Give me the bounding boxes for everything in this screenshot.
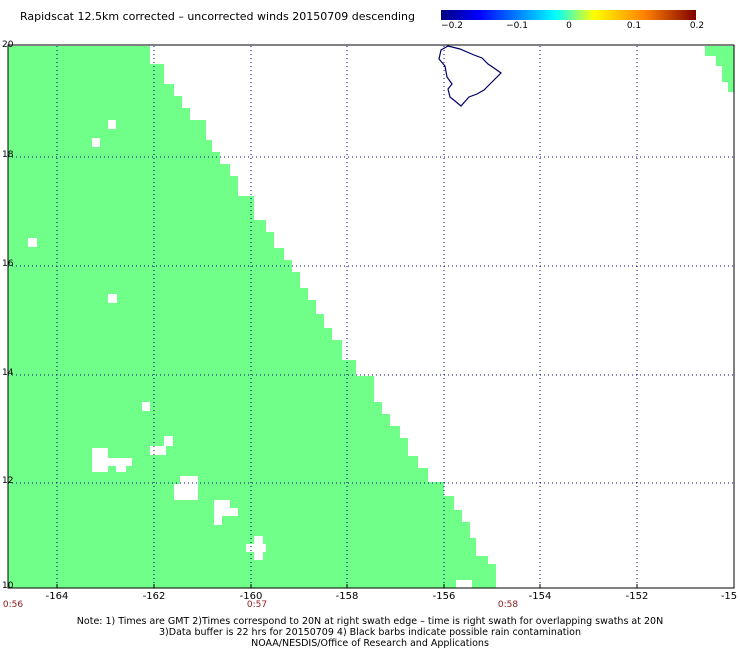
lon-label--158: -158 (335, 591, 359, 602)
missing-data-cell (142, 402, 150, 411)
note-line-1: Note: 1) Times are GMT 2)Times correspon… (76, 616, 664, 627)
colorbar-label-0.1: 0.1 (626, 21, 642, 31)
missing-data-cell (108, 120, 116, 129)
missing-data-cell (214, 516, 222, 525)
swath-region-northeast (705, 46, 734, 92)
colorbar (441, 10, 696, 20)
time-label-0: 0:56 (2, 600, 24, 610)
colorbar-label-minus-0.1: −0.1 (506, 21, 528, 31)
lon-label--162: -162 (142, 591, 166, 602)
swath-coverage (8, 46, 734, 588)
missing-data-cell (116, 464, 126, 472)
lon-label--160: -160 (239, 591, 263, 602)
lat-label-18: 18 (2, 150, 14, 160)
time-label-2: 0:58 (497, 600, 519, 610)
missing-data-cell (222, 508, 238, 516)
missing-data-cell (164, 436, 173, 446)
time-label-1: 0:57 (246, 600, 268, 610)
lon-label--150: -15 (720, 591, 738, 602)
lat-label-10: 10 (2, 581, 14, 591)
missing-data-cell (150, 446, 166, 455)
lon-label--152: -152 (625, 591, 649, 602)
missing-data-cell (92, 448, 108, 472)
missing-data-cell (174, 484, 198, 500)
map-title: Rapidscat 12.5km corrected – uncorrected… (20, 10, 416, 23)
lat-label-16: 16 (2, 259, 14, 269)
missing-data-cell (28, 238, 37, 247)
lat-label-14: 14 (2, 368, 14, 378)
note-line-2: 3)Data buffer is 22 hrs for 20150709 4) … (159, 627, 581, 638)
missing-data-cell (456, 580, 472, 588)
graticule (8, 46, 734, 588)
hawaii-island-coastline (438, 45, 502, 107)
colorbar-label-0: 0 (566, 21, 572, 31)
lon-label--154: -154 (528, 591, 552, 602)
missing-data-cell (180, 476, 198, 484)
missing-data-cell (254, 536, 263, 560)
lat-label-20: 20 (2, 40, 14, 50)
missing-data-cell (92, 138, 100, 147)
map-frame (7, 44, 735, 589)
lat-label-12: 12 (2, 476, 14, 486)
note-line-3: NOAA/NESDIS/Office of Research and Appli… (251, 638, 489, 649)
colorbar-label-0.2: 0.2 (689, 21, 705, 31)
lon-label--156: -156 (432, 591, 456, 602)
missing-data-cell (108, 294, 117, 303)
colorbar-label-minus-0.2: −0.2 (441, 21, 463, 31)
swath-region (8, 46, 496, 588)
lon-label--164: -164 (45, 591, 69, 602)
missing-data-cell (108, 458, 132, 466)
